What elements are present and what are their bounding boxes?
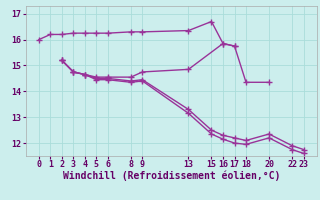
X-axis label: Windchill (Refroidissement éolien,°C): Windchill (Refroidissement éolien,°C) xyxy=(62,171,280,181)
